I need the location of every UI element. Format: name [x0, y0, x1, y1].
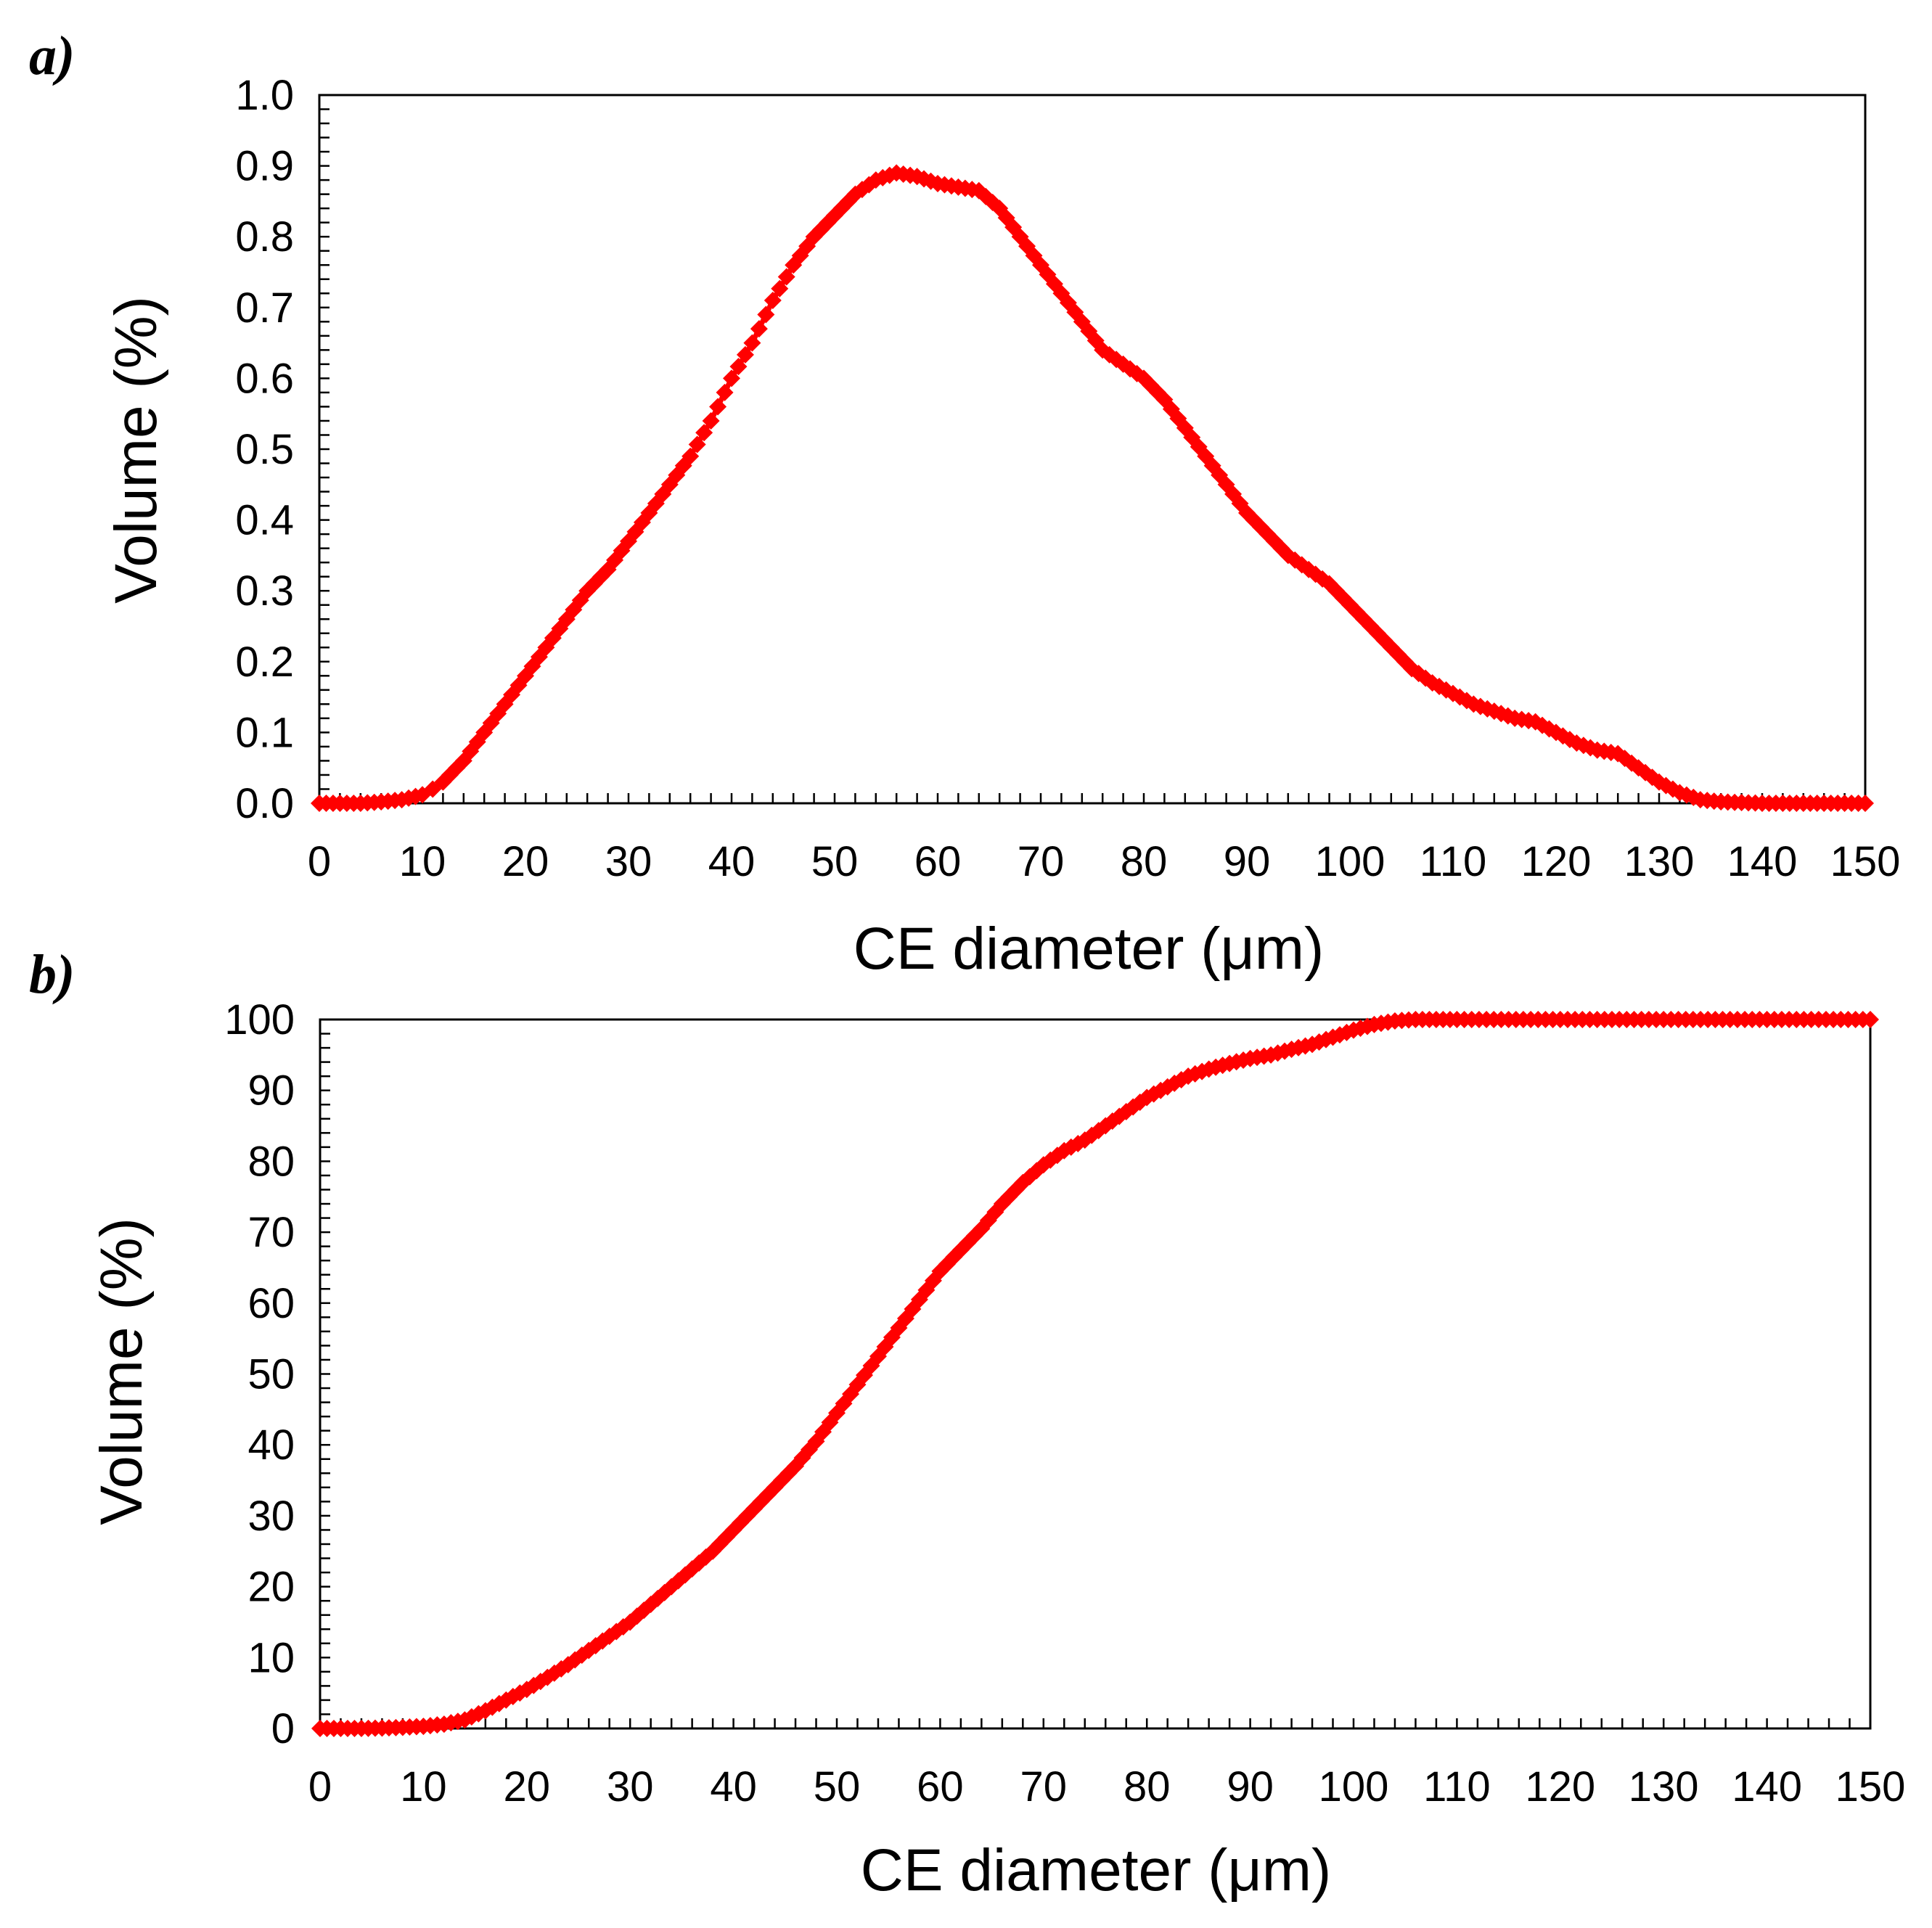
panel-b-x-tick-label: 90 [1227, 1763, 1274, 1810]
panel-b-x-tick-label: 10 [400, 1763, 447, 1810]
panel-a-data-point [729, 358, 748, 376]
panel-b-y-tick-label: 90 [247, 1067, 295, 1115]
panel-a-data-point [764, 292, 782, 310]
panel-b-y-tick-label: 10 [247, 1634, 295, 1681]
panel-a-plot-area [318, 94, 1867, 805]
panel-b-x-tick-label: 40 [710, 1763, 757, 1810]
panel-b-y-tick-label: 80 [247, 1138, 295, 1185]
panel-b-y-tick-label: 70 [247, 1209, 295, 1256]
panel-a-x-axis: 0 10 20 30 40 50 60 70 80 90 100 110 120 130 140 150 [308, 793, 1901, 885]
panel-a-y-tick-label: 0.6 [235, 355, 294, 402]
panel-a-data-point [695, 424, 713, 442]
panel-a-x-tick-label: 50 [811, 838, 859, 885]
panel-a-data-point [723, 369, 740, 387]
panel-b-x-tick-label: 110 [1423, 1763, 1490, 1810]
panel-a-y-tick-label: 0.5 [235, 426, 294, 473]
panel-a-data-point [681, 447, 700, 465]
panel-a-data-point [1857, 795, 1874, 812]
panel-b-x-tick-label: 70 [1020, 1763, 1068, 1810]
panel-a-x-tick-label: 100 [1315, 838, 1385, 885]
panel-b-y-axis: 0 10 20 30 40 50 60 70 80 90 100 [224, 996, 330, 1752]
panel-a-x-tick-label: 140 [1727, 838, 1798, 885]
panel-a-data-point [702, 411, 720, 430]
panel-a-data-point [915, 170, 933, 188]
panel-b-x-tick-label: 0 [308, 1763, 332, 1810]
panel-b-data-point [732, 1514, 750, 1532]
panel-a-data-point [462, 742, 480, 760]
panel-a-data-point [777, 268, 795, 286]
panel-a-x-axis-title: CE diameter (μm) [854, 916, 1325, 982]
panel-a-data-point [688, 435, 706, 454]
panel-b-x-tick-label: 100 [1319, 1763, 1389, 1810]
panel-a-x-tick-label: 70 [1018, 838, 1065, 885]
panel-a-y-tick-label: 0.1 [235, 709, 294, 756]
panel-a-x-tick-label: 0 [308, 838, 331, 885]
panel-a-y-axis-title: Volume (%) [103, 296, 169, 604]
panel-a-y-tick-label: 0.0 [235, 780, 294, 827]
panel-a-x-tick-label: 110 [1420, 838, 1486, 885]
panel-a-x-tick-label: 130 [1624, 838, 1695, 885]
panel-a-data-point [716, 383, 734, 401]
panel-a-data-point [757, 305, 775, 324]
panel-b-x-axis: 0 10 20 30 40 50 60 70 80 90 100 110 120 130 140 150 [308, 1718, 1906, 1810]
panel-b-y-tick-label: 30 [247, 1493, 295, 1540]
panel-a-data-point [709, 398, 727, 416]
panel-a-x-tick-label: 80 [1121, 838, 1168, 885]
panel-a-y-tick-label: 0.7 [235, 284, 294, 332]
panel-b-x-tick-label: 130 [1629, 1763, 1699, 1810]
panel-b-x-tick-label: 30 [607, 1763, 654, 1810]
panel-a-data-point [736, 345, 754, 364]
panel-b-y-axis-title: Volume (%) [89, 1218, 155, 1525]
panel-a-data-point [1560, 731, 1579, 749]
panel-b-x-tick-label: 60 [917, 1763, 964, 1810]
panel-a-x-tick-label: 20 [502, 838, 549, 885]
panel-b-x-tick-label: 20 [504, 1763, 551, 1810]
panel-a-data-point [743, 334, 761, 352]
panel-a-y-axis: 0.0 0.1 0.2 0.3 0.4 0.5 0.6 0.7 0.8 0.9 1.0 [235, 72, 329, 827]
panel-b-y-tick-label: 60 [247, 1280, 295, 1327]
panel-a-x-tick-label: 150 [1830, 838, 1901, 885]
panel-b-series [311, 1011, 1879, 1737]
panel-a-x-tick-label: 90 [1224, 838, 1271, 885]
panel-a-x-tick-label: 60 [914, 838, 962, 885]
panel-a-x-tick-label: 120 [1521, 838, 1592, 885]
panel-a-y-tick-label: 0.3 [235, 567, 294, 615]
panel-a-y-tick-label: 1.0 [235, 72, 294, 119]
panel-b-y-tick-label: 50 [247, 1351, 295, 1398]
panel-b-label: b) [29, 944, 75, 1005]
panel-b: b) 0 10 20 30 40 50 60 70 80 90 100 0 10 20 30 40 50 60 7… [29, 944, 1905, 1903]
panel-b-x-axis-title: CE diameter (μm) [861, 1837, 1332, 1903]
panel-a: a) 0.0 0.1 0.2 0.3 0.4 0.5 0.6 0.7 0.8 0.9 1.0 0 10… [29, 25, 1900, 982]
panel-a-series-line [319, 170, 1865, 806]
panel-a-data-point [750, 320, 768, 338]
panel-b-y-tick-label: 100 [224, 996, 295, 1043]
panel-b-y-tick-label: 20 [247, 1564, 295, 1611]
panel-a-y-tick-label: 0.8 [235, 213, 294, 261]
panel-a-x-tick-label: 30 [605, 838, 652, 885]
panel-b-x-tick-label: 150 [1835, 1763, 1906, 1810]
panel-a-label: a) [29, 25, 75, 86]
panel-a-y-tick-label: 0.4 [235, 497, 294, 544]
panel-a-x-tick-label: 10 [399, 838, 446, 885]
panel-a-y-tick-label: 0.2 [235, 639, 294, 686]
panel-b-x-tick-label: 80 [1123, 1763, 1171, 1810]
panel-b-x-tick-label: 120 [1525, 1763, 1595, 1810]
panel-a-y-tick-label: 0.9 [235, 143, 294, 190]
panel-a-x-tick-label: 40 [708, 838, 756, 885]
panel-b-y-tick-label: 0 [271, 1705, 295, 1752]
panel-a-data-point [771, 279, 789, 298]
panel-b-data-point [1862, 1011, 1879, 1028]
panel-b-x-tick-label: 50 [814, 1763, 861, 1810]
panel-b-y-tick-label: 40 [247, 1422, 295, 1469]
panel-b-x-tick-label: 140 [1732, 1763, 1802, 1810]
panel-b-data-point [766, 1478, 784, 1496]
panel-a-series [311, 164, 1874, 812]
